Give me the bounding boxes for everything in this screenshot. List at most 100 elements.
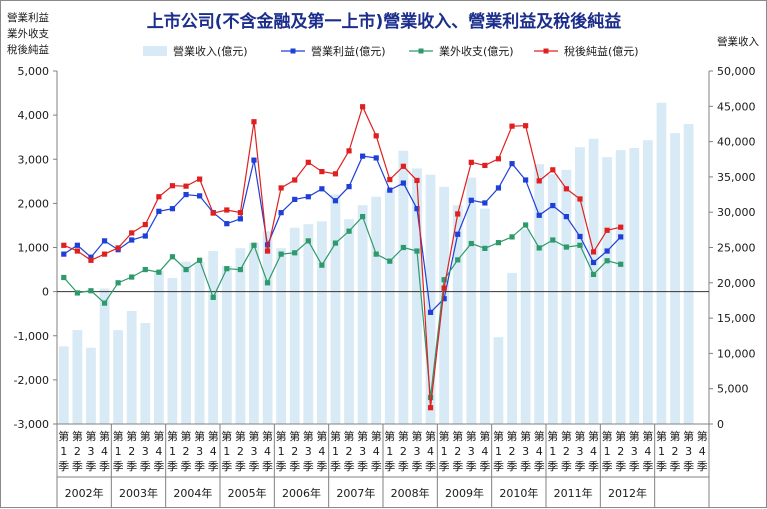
series-marker [61, 274, 67, 281]
series-marker [400, 244, 406, 251]
revenue-bar [303, 224, 314, 424]
legend-label: 稅後純益(億元) [564, 44, 639, 58]
series-marker [101, 238, 108, 244]
revenue-bar [452, 205, 463, 424]
series-marker [319, 186, 325, 192]
series-marker [360, 214, 366, 220]
series-marker [618, 224, 624, 230]
series-marker [523, 123, 529, 129]
series-marker [129, 237, 135, 243]
year-label: 2009年 [445, 486, 484, 500]
series-marker [169, 183, 176, 189]
series-marker [278, 251, 284, 257]
series-marker [563, 186, 569, 192]
revenue-bar [561, 169, 572, 424]
series-marker [88, 257, 94, 263]
year-label: 2006年 [282, 486, 321, 500]
legend-marker [290, 48, 296, 54]
series-marker [618, 261, 624, 267]
series-marker [74, 248, 80, 254]
series-marker [373, 133, 379, 139]
series-marker [536, 212, 542, 218]
series-marker [387, 258, 393, 264]
left-tick-label: 3,000 [18, 153, 50, 166]
revenue-bar [221, 265, 232, 424]
series-marker [563, 214, 569, 220]
series-marker [373, 155, 379, 161]
revenue-bar [656, 102, 667, 425]
series-marker [142, 266, 148, 273]
series-marker [509, 161, 515, 167]
revenue-bar [126, 311, 137, 424]
series-marker [523, 177, 529, 183]
series-marker [427, 309, 434, 315]
series-marker [156, 269, 162, 275]
series-marker [292, 177, 298, 183]
series-marker [482, 245, 488, 251]
revenue-bar [289, 227, 300, 424]
series-marker [305, 238, 311, 244]
revenue-bar [113, 330, 124, 424]
series-marker [414, 248, 420, 254]
series-marker [441, 296, 447, 302]
revenue-bar [575, 147, 585, 425]
series-marker [495, 156, 502, 162]
series-marker [373, 251, 379, 257]
series-marker [360, 104, 366, 110]
series-marker [101, 300, 108, 306]
series-marker [183, 191, 189, 198]
revenue-bar [316, 221, 327, 424]
revenue-bar [493, 337, 504, 424]
series-line [63, 105, 621, 408]
revenue-bar [140, 323, 151, 424]
revenue-bar [167, 277, 178, 424]
series-marker [550, 237, 556, 243]
left-tick-label: 2,000 [18, 197, 50, 210]
year-label: 2003年 [119, 486, 158, 500]
series-marker [495, 185, 502, 191]
series-marker [264, 248, 271, 254]
right-tick-label: 5,000 [717, 383, 749, 396]
year-label: 2002年 [65, 486, 104, 500]
left-tick-label: -2,000 [14, 374, 49, 387]
series-marker [237, 216, 243, 222]
series-line [63, 155, 622, 314]
series-marker [563, 244, 569, 250]
revenue-bar [588, 138, 599, 424]
right-tick-label: 0 [717, 418, 724, 431]
legend-label: 業外收支(億元) [439, 44, 514, 58]
series-marker [441, 285, 447, 291]
revenue-bar [86, 347, 96, 424]
year-label: 2004年 [173, 486, 212, 500]
series-marker [468, 240, 474, 247]
series-marker [360, 153, 366, 159]
right-tick-label: 45,000 [717, 100, 756, 113]
left-tick-label: 5,000 [18, 65, 50, 78]
revenue-bar [425, 174, 436, 424]
series-marker [400, 163, 406, 169]
series-marker [278, 185, 284, 191]
left-axis-title: 業外收支 [7, 27, 49, 40]
series-marker [197, 193, 203, 199]
series-marker [550, 202, 556, 209]
revenue-bar [615, 150, 626, 424]
